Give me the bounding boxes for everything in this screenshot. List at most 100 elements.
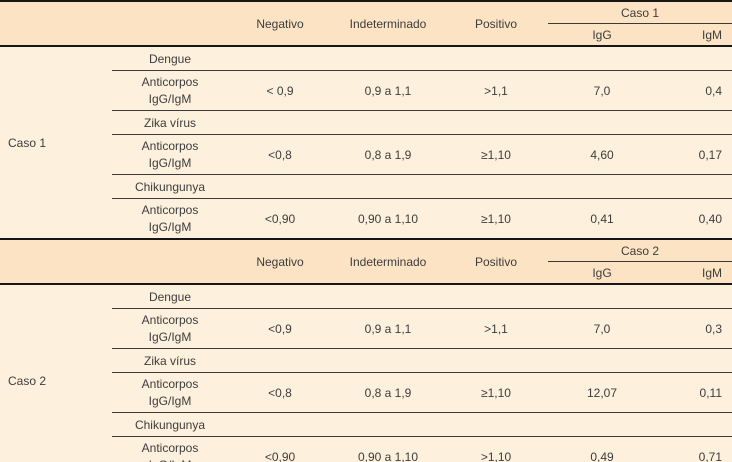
spacer-cell bbox=[332, 412, 444, 437]
spacer-cell bbox=[656, 412, 732, 437]
negativo-header: Negativo bbox=[228, 238, 332, 285]
value-igg: 12,07 bbox=[548, 372, 656, 413]
value-indeterminado: 0,9 a 1,1 bbox=[332, 308, 444, 349]
antibody-row-zika: Anticorpos IgG/IgM <0,8 0,8 a 1,9 ≥1,10 … bbox=[0, 134, 732, 175]
spacer-cell bbox=[332, 348, 444, 373]
value-igm: 0,3 bbox=[656, 308, 732, 349]
spacer-cell bbox=[656, 284, 732, 309]
virus-name-cell: Dengue bbox=[112, 284, 228, 309]
indeterminado-header: Indeterminado bbox=[332, 0, 444, 47]
virus-name-cell: Zika vírus bbox=[112, 348, 228, 373]
value-indeterminado: 0,90 a 1,10 bbox=[332, 198, 444, 239]
spacer-cell bbox=[228, 110, 332, 135]
antibody-label-cell: Anticorpos IgG/IgM bbox=[112, 70, 228, 111]
spacer-cell bbox=[444, 46, 548, 71]
spacer-cell bbox=[444, 348, 548, 373]
antibody-row-zika: Anticorpos IgG/IgM <0,8 0,8 a 1,9 ≥1,10 … bbox=[0, 372, 732, 413]
indeterminado-header: Indeterminado bbox=[332, 238, 444, 285]
virus-row-dengue: Caso 2 Dengue bbox=[0, 284, 732, 462]
antibody-row-dengue: Anticorpos IgG/IgM <0,9 0,9 a 1,1 >1,1 7… bbox=[0, 308, 732, 349]
value-positivo: ≥1,10 bbox=[444, 372, 548, 413]
spacer-cell bbox=[548, 284, 656, 309]
value-igm: 0,40 bbox=[656, 198, 732, 239]
spacer-cell bbox=[332, 174, 444, 199]
value-negativo: <0,9 bbox=[228, 308, 332, 349]
subheader-row: IgG IgM bbox=[0, 23, 732, 47]
value-positivo: ≥1,10 bbox=[444, 198, 548, 239]
virus-name-cell: Chikungunya bbox=[112, 174, 228, 199]
column-header-row: Negativo Indeterminado Positivo Caso 2 bbox=[0, 238, 732, 285]
value-igm: 0,4 bbox=[656, 70, 732, 111]
value-indeterminado: 0,8 a 1,9 bbox=[332, 372, 444, 413]
spacer-cell bbox=[548, 412, 656, 437]
igm-subheader: IgM bbox=[656, 261, 732, 285]
value-igg: 7,0 bbox=[548, 308, 656, 349]
virus-row-zika: Zika vírus bbox=[0, 110, 732, 135]
value-positivo: ≥1,10 bbox=[444, 134, 548, 175]
spacer-cell bbox=[548, 348, 656, 373]
caso-group-header: Caso 1 bbox=[548, 0, 732, 24]
spacer-cell bbox=[228, 412, 332, 437]
virus-row-dengue: Caso 1 Dengue bbox=[0, 46, 732, 239]
value-positivo: >1,10 bbox=[444, 436, 548, 462]
value-negativo: <0,90 bbox=[228, 198, 332, 239]
virus-row-chikungunya: Chikungunya bbox=[0, 174, 732, 199]
spacer-cell bbox=[444, 412, 548, 437]
negativo-header: Negativo bbox=[228, 0, 332, 47]
value-igm: 0,17 bbox=[656, 134, 732, 175]
igg-subheader: IgG bbox=[548, 261, 656, 285]
spacer-cell bbox=[332, 110, 444, 135]
value-igm: 0,11 bbox=[656, 372, 732, 413]
antibody-label-cell: Anticorpos IgG/IgM bbox=[112, 198, 228, 239]
value-negativo: < 0,9 bbox=[228, 70, 332, 111]
value-positivo: >1,1 bbox=[444, 70, 548, 111]
antibody-row-dengue: Anticorpos IgG/IgM < 0,9 0,9 a 1,1 >1,1 … bbox=[0, 70, 732, 111]
spacer-cell bbox=[228, 348, 332, 373]
virus-name-cell: Zika vírus bbox=[112, 110, 228, 135]
value-igm: 0,71 bbox=[656, 436, 732, 462]
caso-label: Caso 1 bbox=[0, 46, 112, 239]
spacer-cell bbox=[228, 284, 332, 309]
value-negativo: <0,8 bbox=[228, 134, 332, 175]
antibody-row-chikungunya: Anticorpos IgG/IgM <0,90 0,90 a 1,10 >1,… bbox=[0, 436, 732, 462]
virus-row-chikungunya: Chikungunya bbox=[0, 412, 732, 437]
positivo-header: Positivo bbox=[444, 238, 548, 285]
spacer-cell bbox=[548, 110, 656, 135]
section-caso-2: Negativo Indeterminado Positivo Caso 2 I… bbox=[0, 238, 732, 462]
value-indeterminado: 0,8 a 1,9 bbox=[332, 134, 444, 175]
antibody-row-chikungunya: Anticorpos IgG/IgM <0,90 0,90 a 1,10 ≥1,… bbox=[0, 198, 732, 239]
spacer-cell bbox=[332, 46, 444, 71]
antibody-label-cell: Anticorpos IgG/IgM bbox=[112, 308, 228, 349]
spacer-cell bbox=[444, 284, 548, 309]
header-spacer-cell bbox=[0, 0, 228, 47]
value-igg: 7,0 bbox=[548, 70, 656, 111]
section-caso-1: Negativo Indeterminado Positivo Caso 1 I… bbox=[0, 0, 732, 239]
spacer-cell bbox=[548, 174, 656, 199]
virus-name-cell: Chikungunya bbox=[112, 412, 228, 437]
igg-subheader: IgG bbox=[548, 23, 656, 47]
value-negativo: <0,8 bbox=[228, 372, 332, 413]
value-igg: 4,60 bbox=[548, 134, 656, 175]
caso-group-header: Caso 2 bbox=[548, 238, 732, 262]
spacer-cell bbox=[228, 174, 332, 199]
caso-label: Caso 2 bbox=[0, 284, 112, 462]
spacer-cell bbox=[656, 174, 732, 199]
antibody-label-cell: Anticorpos IgG/IgM bbox=[112, 372, 228, 413]
value-igg: 0,41 bbox=[548, 198, 656, 239]
spacer-cell bbox=[444, 174, 548, 199]
subheader-row: IgG IgM bbox=[0, 261, 732, 285]
spacer-cell bbox=[332, 284, 444, 309]
value-indeterminado: 0,90 a 1,10 bbox=[332, 436, 444, 462]
spacer-cell bbox=[656, 110, 732, 135]
value-igg: 0,49 bbox=[548, 436, 656, 462]
spacer-cell bbox=[656, 46, 732, 71]
header-spacer-cell bbox=[0, 238, 228, 285]
spacer-cell bbox=[656, 348, 732, 373]
spacer-cell bbox=[228, 46, 332, 71]
value-positivo: >1,1 bbox=[444, 308, 548, 349]
antibody-label-cell: Anticorpos IgG/IgM bbox=[112, 134, 228, 175]
value-negativo: <0,90 bbox=[228, 436, 332, 462]
virus-name-cell: Dengue bbox=[112, 46, 228, 71]
positivo-header: Positivo bbox=[444, 0, 548, 47]
